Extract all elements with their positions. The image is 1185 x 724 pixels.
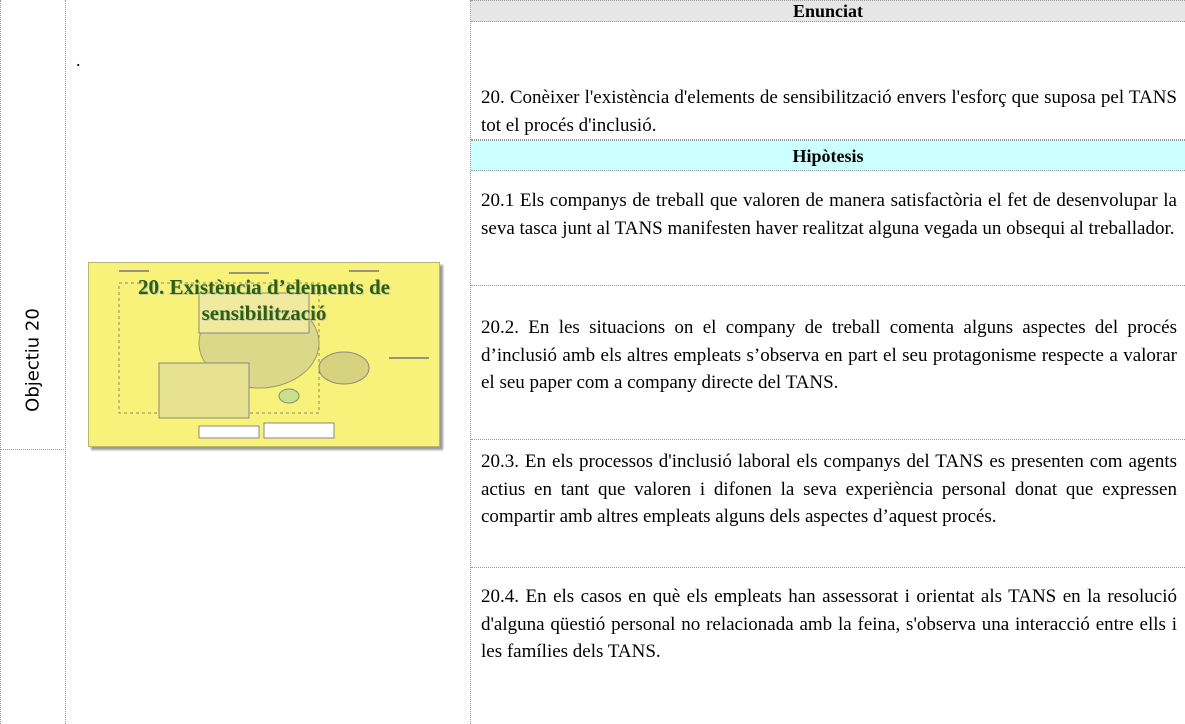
statement-header: Enunciat: [471, 0, 1185, 22]
thumbnail-title: 20. Existència d’elements de sensibilitz…: [138, 275, 390, 325]
objective-column: [0, 0, 66, 724]
objective-cell: [0, 0, 66, 450]
hypotheses-header: Hipòtesis: [471, 140, 1185, 171]
statement: 20. Conèixer l'existència d'elements de …: [471, 22, 1185, 140]
hypothesis: 20.4. En els casos en què els empleats h…: [481, 586, 1177, 662]
hypothesis: 20.3. En els processos d'inclusió labora…: [471, 440, 1185, 568]
thumbnail-art: [118, 270, 429, 439]
image-column: [66, 0, 471, 724]
left-note: .: [76, 50, 81, 70]
thumbnail: [88, 262, 440, 447]
objective-label: Objectiu 20: [22, 308, 44, 412]
hypothesis: 20.1 Els companys de treball que valoren…: [471, 171, 1185, 286]
hypothesis: 20.2. En les situacions on el company de…: [471, 286, 1185, 440]
